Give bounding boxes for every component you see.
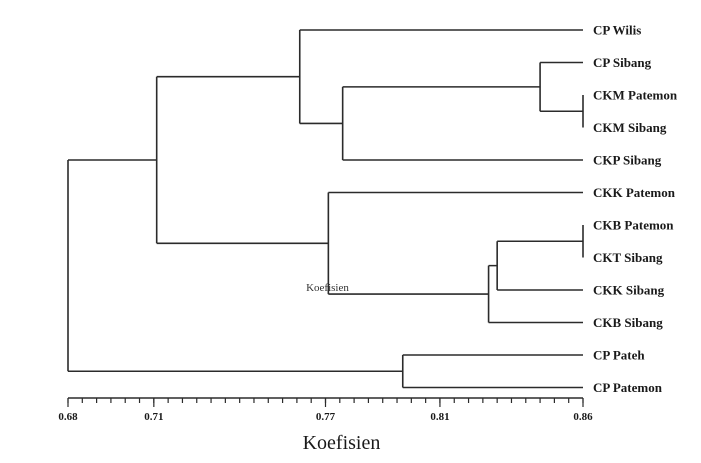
branch-m8 — [327, 191, 583, 295]
tick-label-0-71: 0.71 — [144, 411, 163, 423]
tick-label-0-86: 0.86 — [573, 411, 593, 423]
x-axis-major-ticks: 0.68 0.71 0.77 0.81 0.86 — [58, 398, 593, 423]
branch-m5 — [487, 264, 583, 324]
branch-m6 — [401, 354, 583, 389]
branch-m3 — [539, 61, 583, 113]
leaf-label-ckk-sibang: CKK Sibang — [593, 283, 665, 298]
tick-label-0-81: 0.81 — [430, 411, 449, 423]
branch-m7 — [341, 86, 583, 161]
tick-label-0-77: 0.77 — [316, 411, 336, 423]
x-axis: 0.68 0.71 0.77 0.81 0.86 — [58, 397, 593, 423]
dendrogram-branches — [67, 29, 584, 389]
leaf-label-ckp-sibang: CKP Sibang — [593, 153, 662, 168]
leaf-label-cp-patemon: CP Patemon — [593, 380, 663, 395]
leaf-labels: CP Wilis CP Sibang CKM Patemon CKM Sibang CK… — [593, 23, 678, 396]
branch-m4 — [496, 240, 583, 291]
leaf-label-ckm-patemon: CKM Patemon — [593, 88, 678, 103]
tick-label-0-68: 0.68 — [58, 411, 78, 423]
leaf-label-cp-pateh: CP Pateh — [593, 348, 645, 363]
leaf-label-cp-sibang: CP Sibang — [593, 55, 652, 70]
branch-m10 — [155, 75, 329, 245]
leaf-label-ckm-sibang: CKM Sibang — [593, 120, 667, 135]
chart-annotation: Koefisien — [306, 282, 349, 294]
x-axis-title: Koefisien — [303, 432, 381, 454]
leaf-label-ckt-sibang: CKT Sibang — [593, 250, 663, 265]
leaf-label-cp-wilis: CP Wilis — [593, 23, 641, 38]
leaf-label-ckb-patemon: CKB Patemon — [593, 218, 674, 233]
leaf-label-ckk-patemon: CKK Patemon — [593, 185, 676, 200]
branch-m11 — [67, 159, 403, 373]
leaf-label-ckb-sibang: CKB Sibang — [593, 315, 663, 330]
